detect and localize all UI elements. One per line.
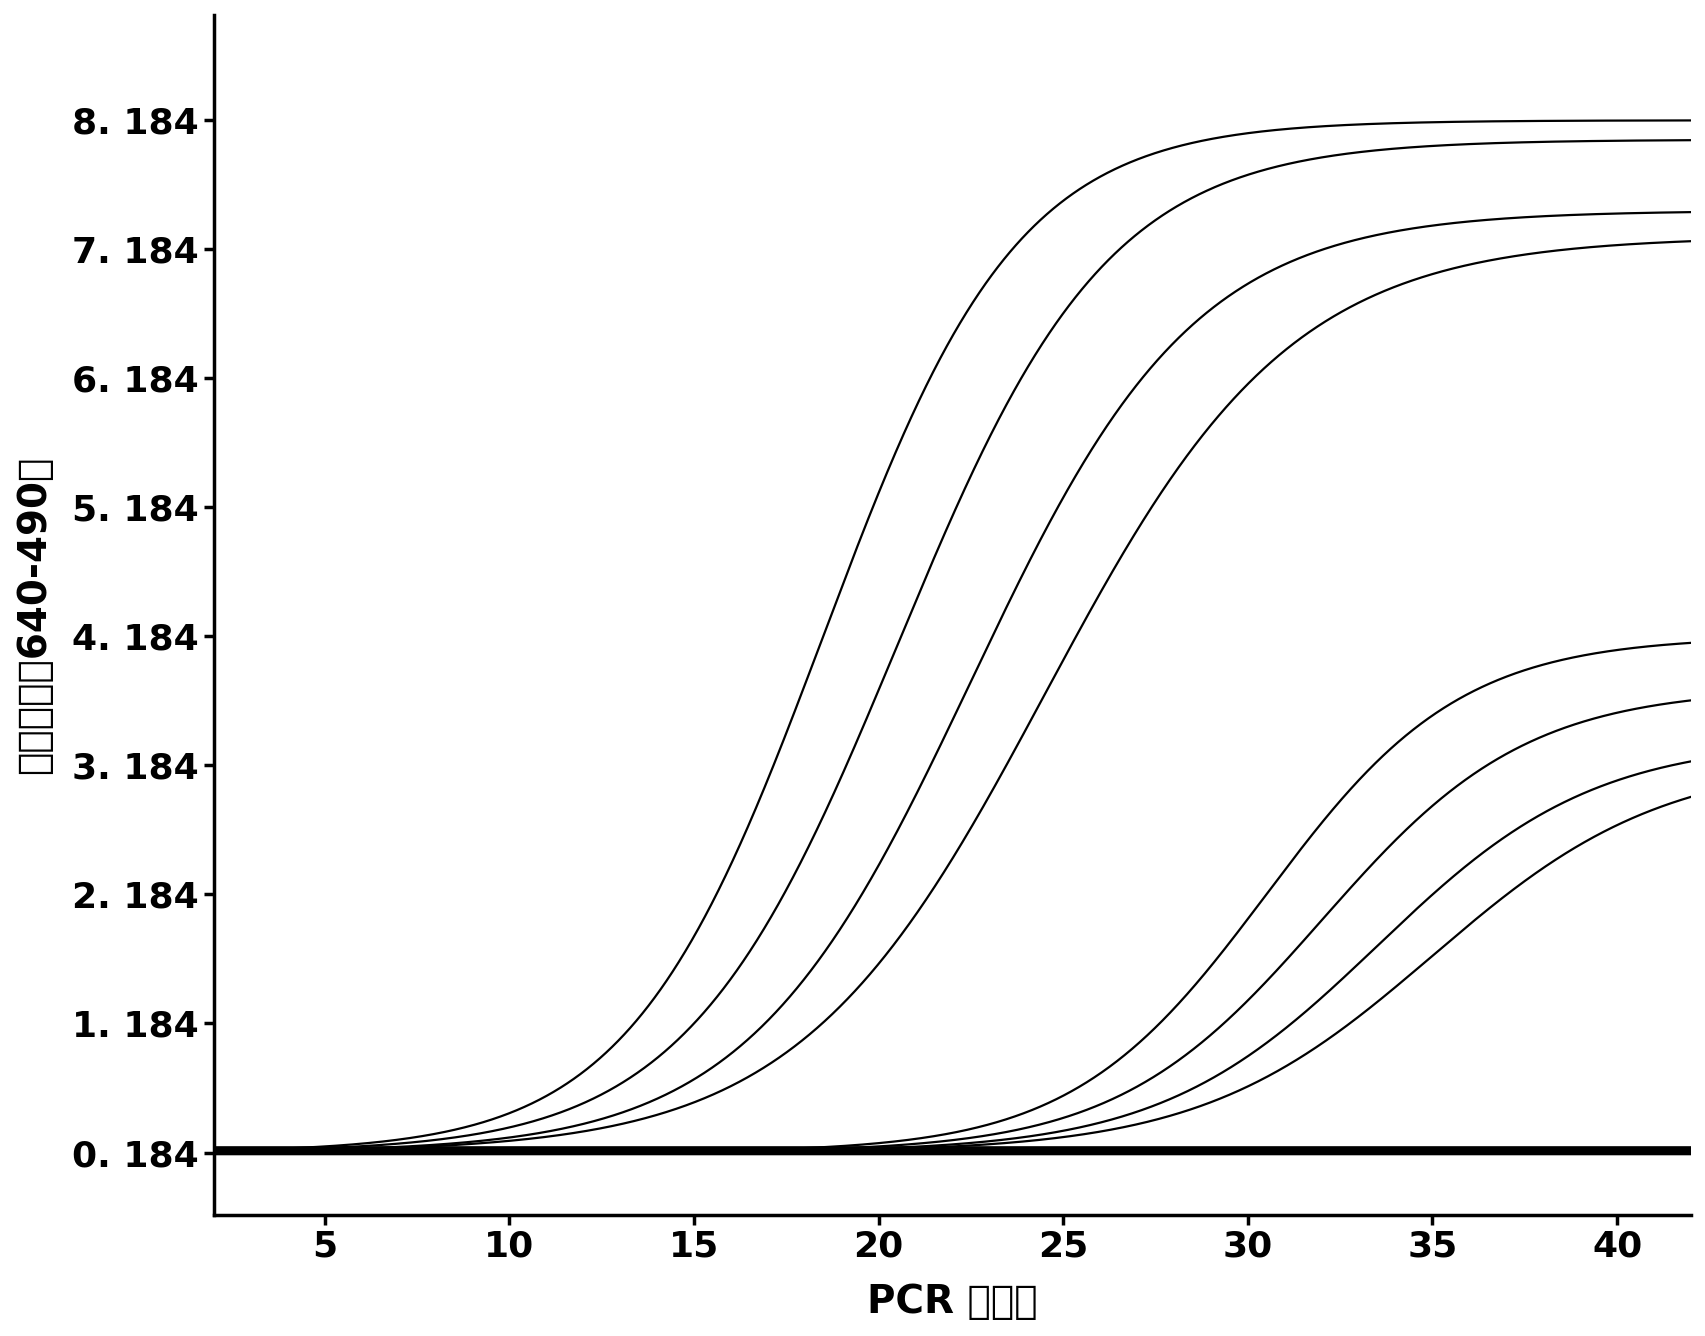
Y-axis label: 荧光强度（640-490）: 荧光强度（640-490）: [15, 456, 53, 774]
X-axis label: PCR 循环数: PCR 循环数: [866, 1283, 1037, 1321]
